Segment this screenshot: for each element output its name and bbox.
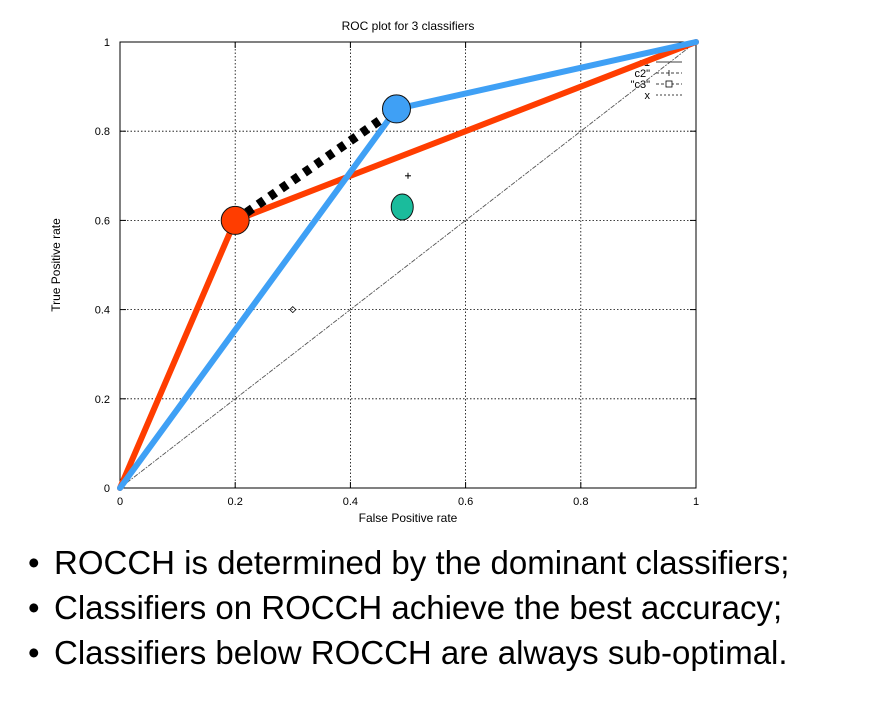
random-diagonal-series [119, 41, 697, 489]
plus-point-marker [405, 172, 411, 179]
bullet-dot: • [28, 589, 40, 626]
y-tick-label: 0 [104, 483, 110, 495]
y-axis-label: True Positive rate [49, 218, 63, 312]
y-tick-label: 1 [104, 37, 110, 49]
y-tick-label: 0.2 [95, 394, 110, 406]
classifier-point-marker [220, 205, 250, 235]
bullet-dot: • [28, 634, 40, 671]
bullet-text: Classifiers below ROCCH are always sub-o… [54, 634, 788, 671]
x-tick-label: 0 [117, 496, 123, 508]
x-tick-label: 0.4 [343, 496, 358, 508]
bullet-text: ROCCH is determined by the dominant clas… [54, 544, 790, 581]
y-tick-label: 0.6 [95, 215, 110, 227]
y-tick-label: 0.4 [95, 305, 110, 317]
plot-frame [119, 41, 697, 489]
legend-entry-label: c2" [634, 68, 650, 80]
x-tick-label: 0.8 [573, 496, 588, 508]
hull-connector-series [232, 105, 400, 225]
bullet-dot: • [28, 544, 40, 581]
bullet-text: Classifiers on ROCCH achieve the best ac… [54, 589, 783, 626]
legend-entry-label: x [645, 90, 651, 102]
bullet-item: • ROCCH is determined by the dominant cla… [28, 540, 878, 585]
roc-chart: ROC plot for 3 classifiers False Positiv… [49, 19, 699, 525]
diamond-point-marker [289, 306, 297, 314]
classifier-point-marker [390, 193, 414, 221]
classifier-point-marker [381, 94, 411, 124]
bullet-item: • Classifiers below ROCCH are always sub-… [28, 630, 878, 675]
x-tick-label: 0.2 [228, 496, 243, 508]
x-tick-label: 1 [693, 496, 699, 508]
bullet-item: • Classifiers on ROCCH achieve the best a… [28, 585, 878, 630]
x-axis-label: False Positive rate [359, 511, 458, 525]
bullet-list: • ROCCH is determined by the dominant cla… [28, 540, 878, 675]
legend-entry-marker [665, 80, 673, 88]
x-tick-label: 0.6 [458, 496, 473, 508]
y-tick-label: 0.8 [95, 126, 110, 138]
chart-title: ROC plot for 3 classifiers [342, 19, 475, 33]
